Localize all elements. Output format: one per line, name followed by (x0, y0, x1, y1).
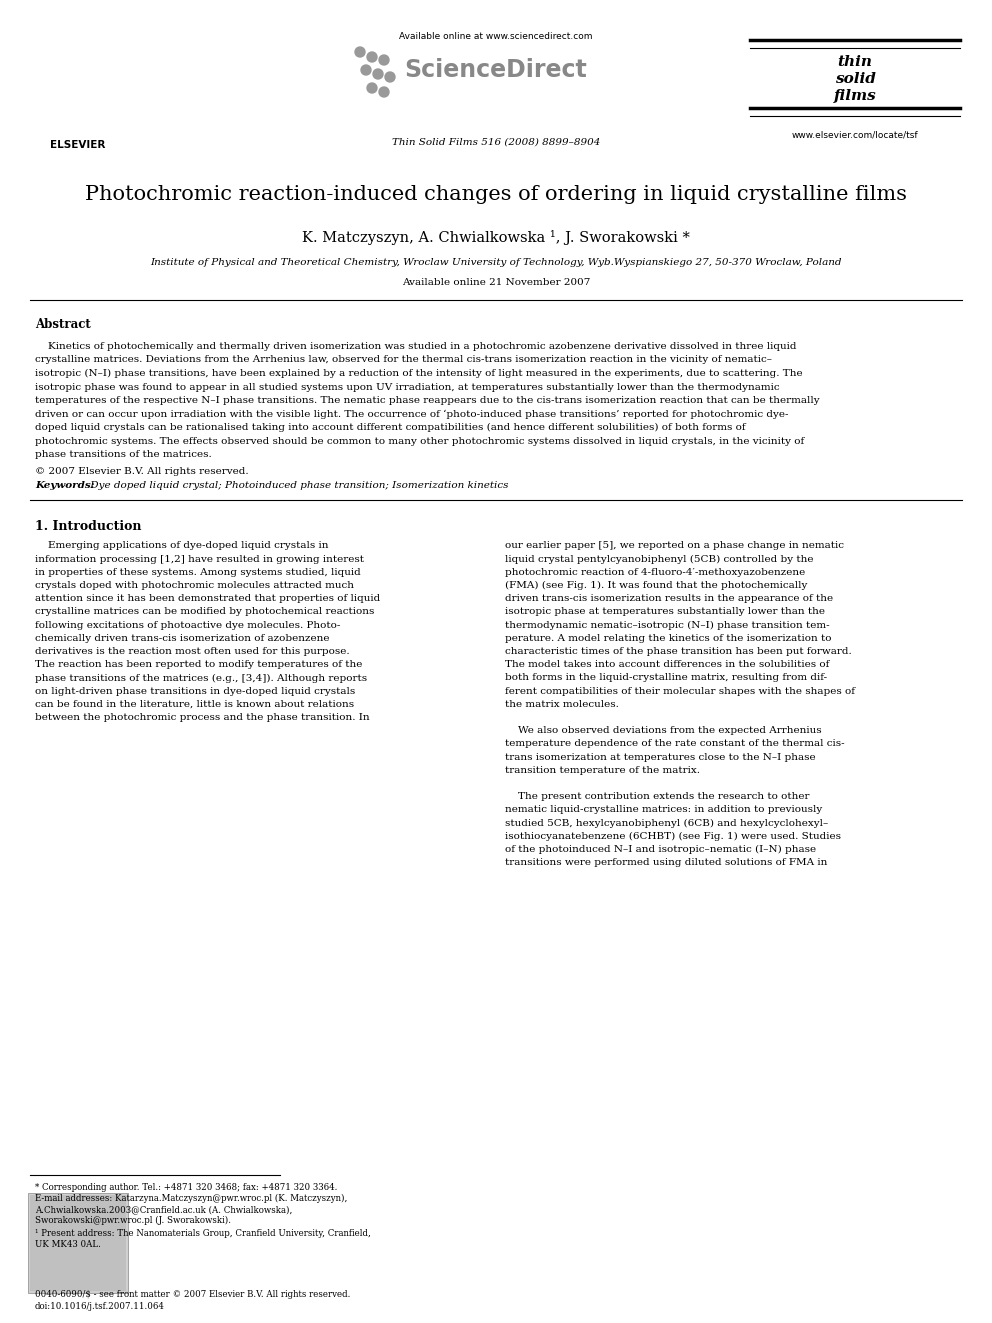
Circle shape (385, 71, 395, 82)
Text: Dye doped liquid crystal; Photoinduced phase transition; Isomerization kinetics: Dye doped liquid crystal; Photoinduced p… (87, 482, 509, 491)
Text: (FMA) (see Fig. 1). It was found that the photochemically: (FMA) (see Fig. 1). It was found that th… (505, 581, 807, 590)
Text: A.Chwialkowska.2003@Cranfield.ac.uk (A. Chwialkowska),: A.Chwialkowska.2003@Cranfield.ac.uk (A. … (35, 1205, 293, 1215)
Text: Available online at www.sciencedirect.com: Available online at www.sciencedirect.co… (399, 32, 593, 41)
Text: Keywords:: Keywords: (35, 482, 94, 491)
Text: on light-driven phase transitions in dye-doped liquid crystals: on light-driven phase transitions in dye… (35, 687, 355, 696)
Text: www.elsevier.com/locate/tsf: www.elsevier.com/locate/tsf (792, 130, 919, 139)
Text: transitions were performed using diluted solutions of FMA in: transitions were performed using diluted… (505, 859, 827, 868)
Text: attention since it has been demonstrated that properties of liquid: attention since it has been demonstrated… (35, 594, 380, 603)
Text: doped liquid crystals can be rationalised taking into account different compatib: doped liquid crystals can be rationalise… (35, 423, 746, 433)
Text: photochromic reaction of 4-fluoro-4′-methoxyazobenzene: photochromic reaction of 4-fluoro-4′-met… (505, 568, 806, 577)
Circle shape (367, 83, 377, 93)
Text: liquid crystal pentylcyanobiphenyl (5CB) controlled by the: liquid crystal pentylcyanobiphenyl (5CB)… (505, 554, 813, 564)
Text: The reaction has been reported to modify temperatures of the: The reaction has been reported to modify… (35, 660, 362, 669)
Text: chemically driven trans-cis isomerization of azobenzene: chemically driven trans-cis isomerizatio… (35, 634, 329, 643)
Text: phase transitions of the matrices.: phase transitions of the matrices. (35, 450, 211, 459)
Circle shape (373, 69, 383, 79)
Text: E-mail addresses: Katarzyna.Matczyszyn@pwr.wroc.pl (K. Matczyszyn),: E-mail addresses: Katarzyna.Matczyszyn@p… (35, 1193, 347, 1203)
Text: derivatives is the reaction most often used for this purpose.: derivatives is the reaction most often u… (35, 647, 349, 656)
Text: K. Matczyszyn, A. Chwialkowska ¹, J. Sworakowski *: K. Matczyszyn, A. Chwialkowska ¹, J. Swo… (302, 230, 690, 245)
Text: in properties of these systems. Among systems studied, liquid: in properties of these systems. Among sy… (35, 568, 361, 577)
Text: The model takes into account differences in the solubilities of: The model takes into account differences… (505, 660, 829, 669)
Text: information processing [1,2] have resulted in growing interest: information processing [1,2] have result… (35, 554, 364, 564)
Circle shape (379, 87, 389, 97)
Text: Available online 21 November 2007: Available online 21 November 2007 (402, 278, 590, 287)
Text: We also observed deviations from the expected Arrhenius: We also observed deviations from the exp… (505, 726, 821, 736)
Text: © 2007 Elsevier B.V. All rights reserved.: © 2007 Elsevier B.V. All rights reserved… (35, 467, 249, 476)
Text: Thin Solid Films 516 (2008) 8899–8904: Thin Solid Films 516 (2008) 8899–8904 (392, 138, 600, 147)
Text: characteristic times of the phase transition has been put forward.: characteristic times of the phase transi… (505, 647, 852, 656)
Text: driven or can occur upon irradiation with the visible light. The occurrence of ‘: driven or can occur upon irradiation wit… (35, 410, 789, 419)
Text: ELSEVIER: ELSEVIER (51, 140, 106, 149)
Text: Abstract: Abstract (35, 318, 90, 331)
Text: photochromic systems. The effects observed should be common to many other photoc: photochromic systems. The effects observ… (35, 437, 805, 446)
Text: temperatures of the respective N–I phase transitions. The nematic phase reappear: temperatures of the respective N–I phase… (35, 396, 819, 405)
Circle shape (379, 56, 389, 65)
Text: ScienceDirect: ScienceDirect (405, 58, 587, 82)
Text: doi:10.1016/j.tsf.2007.11.064: doi:10.1016/j.tsf.2007.11.064 (35, 1302, 165, 1311)
Text: 1. Introduction: 1. Introduction (35, 520, 142, 532)
Text: Institute of Physical and Theoretical Chemistry, Wroclaw University of Technolog: Institute of Physical and Theoretical Ch… (150, 258, 842, 267)
Text: nematic liquid-crystalline matrices: in addition to previously: nematic liquid-crystalline matrices: in … (505, 806, 822, 815)
Text: films: films (833, 89, 876, 103)
Text: UK MK43 0AL.: UK MK43 0AL. (35, 1240, 101, 1249)
Text: The present contribution extends the research to other: The present contribution extends the res… (505, 792, 809, 802)
Text: Emerging applications of dye-doped liquid crystals in: Emerging applications of dye-doped liqui… (35, 541, 328, 550)
Text: thermodynamic nematic–isotropic (N–I) phase transition tem-: thermodynamic nematic–isotropic (N–I) ph… (505, 620, 829, 630)
Text: following excitations of photoactive dye molecules. Photo-: following excitations of photoactive dye… (35, 620, 340, 630)
Text: isothiocyanatebenzene (6CHBT) (see Fig. 1) were used. Studies: isothiocyanatebenzene (6CHBT) (see Fig. … (505, 832, 841, 841)
Text: can be found in the literature, little is known about relations: can be found in the literature, little i… (35, 700, 354, 709)
Text: isotropic phase was found to appear in all studied systems upon UV irradiation, : isotropic phase was found to appear in a… (35, 382, 780, 392)
Text: both forms in the liquid-crystalline matrix, resulting from dif-: both forms in the liquid-crystalline mat… (505, 673, 827, 683)
Text: solid: solid (834, 71, 875, 86)
Text: * Corresponding author. Tel.: +4871 320 3468; fax: +4871 320 3364.: * Corresponding author. Tel.: +4871 320 … (35, 1183, 337, 1192)
Circle shape (355, 48, 365, 57)
Text: ferent compatibilities of their molecular shapes with the shapes of: ferent compatibilities of their molecula… (505, 687, 855, 696)
Text: isotropic phase at temperatures substantially lower than the: isotropic phase at temperatures substant… (505, 607, 825, 617)
Text: crystalline matrices can be modified by photochemical reactions: crystalline matrices can be modified by … (35, 607, 374, 617)
Text: phase transitions of the matrices (e.g., [3,4]). Although reports: phase transitions of the matrices (e.g.,… (35, 673, 367, 683)
Text: Sworakowski@pwr.wroc.pl (J. Sworakowski).: Sworakowski@pwr.wroc.pl (J. Sworakowski)… (35, 1216, 231, 1225)
Text: transition temperature of the matrix.: transition temperature of the matrix. (505, 766, 700, 775)
Text: Photochromic reaction-induced changes of ordering in liquid crystalline films: Photochromic reaction-induced changes of… (85, 185, 907, 204)
Text: between the photochromic process and the phase transition. In: between the photochromic process and the… (35, 713, 370, 722)
Text: isotropic (N–I) phase transitions, have been explained by a reduction of the int: isotropic (N–I) phase transitions, have … (35, 369, 803, 378)
Text: trans isomerization at temperatures close to the N–I phase: trans isomerization at temperatures clos… (505, 753, 815, 762)
Text: the matrix molecules.: the matrix molecules. (505, 700, 619, 709)
Text: studied 5CB, hexylcyanobiphenyl (6CB) and hexylcyclohexyl–: studied 5CB, hexylcyanobiphenyl (6CB) an… (505, 819, 828, 828)
Text: thin: thin (837, 56, 873, 69)
Text: 0040-6090/$ - see front matter © 2007 Elsevier B.V. All rights reserved.: 0040-6090/$ - see front matter © 2007 El… (35, 1290, 350, 1299)
Circle shape (367, 52, 377, 62)
Text: perature. A model relating the kinetics of the isomerization to: perature. A model relating the kinetics … (505, 634, 831, 643)
Bar (28, 1193, 128, 1293)
Text: crystalline matrices. Deviations from the Arrhenius law, observed for the therma: crystalline matrices. Deviations from th… (35, 356, 772, 365)
Text: driven trans-cis isomerization results in the appearance of the: driven trans-cis isomerization results i… (505, 594, 833, 603)
Circle shape (361, 65, 371, 75)
Text: crystals doped with photochromic molecules attracted much: crystals doped with photochromic molecul… (35, 581, 354, 590)
Text: of the photoinduced N–I and isotropic–nematic (I–N) phase: of the photoinduced N–I and isotropic–ne… (505, 845, 816, 855)
Bar (30, 1195, 126, 1291)
Text: our earlier paper [5], we reported on a phase change in nematic: our earlier paper [5], we reported on a … (505, 541, 844, 550)
Text: ¹ Present address: The Nanomaterials Group, Cranfield University, Cranfield,: ¹ Present address: The Nanomaterials Gro… (35, 1229, 371, 1238)
Text: Kinetics of photochemically and thermally driven isomerization was studied in a : Kinetics of photochemically and thermall… (35, 343, 797, 351)
Text: temperature dependence of the rate constant of the thermal cis-: temperature dependence of the rate const… (505, 740, 844, 749)
